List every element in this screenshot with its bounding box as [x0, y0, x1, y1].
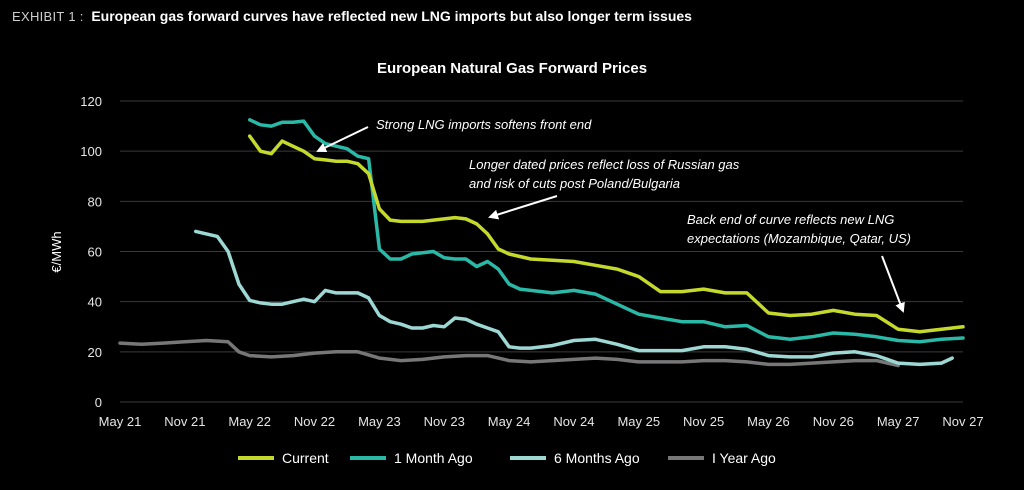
- y-tick-label: 80: [88, 194, 102, 209]
- x-tick-label: Nov 23: [424, 414, 465, 429]
- x-tick-label: May 27: [877, 414, 920, 429]
- x-tick-label: Nov 26: [813, 414, 854, 429]
- y-tick-labels: 0 20 40 60 80 100 120: [80, 94, 102, 410]
- legend-item: Current: [238, 450, 329, 466]
- chart-title: European Natural Gas Forward Prices: [377, 60, 647, 77]
- legend-label: 6 Months Ago: [554, 450, 640, 466]
- annotation-text: expectations (Mozambique, Qatar, US): [687, 231, 911, 246]
- annotation-lng-front-end: Strong LNG imports softens front end: [318, 117, 592, 151]
- x-tick-label: May 22: [228, 414, 271, 429]
- legend-item: 1 Month Ago: [350, 450, 473, 466]
- y-tick-label: 20: [88, 345, 102, 360]
- x-tick-label: May 21: [99, 414, 142, 429]
- legend-label: 1 Month Ago: [394, 450, 473, 466]
- y-tick-label: 100: [80, 144, 102, 159]
- annotation-text: and risk of cuts post Poland/Bulgaria: [469, 176, 680, 191]
- annotation-arrow: [882, 256, 903, 311]
- x-tick-label: May 26: [747, 414, 790, 429]
- legend-item: 6 Months Ago: [510, 450, 640, 466]
- annotation-longer-dated: Longer dated prices reflect loss of Russ…: [469, 157, 740, 217]
- legend-label: I Year Ago: [712, 450, 776, 466]
- x-tick-label: Nov 27: [942, 414, 983, 429]
- gridlines: [120, 101, 963, 402]
- x-tick-label: Nov 25: [683, 414, 724, 429]
- annotation-text: Back end of curve reflects new LNG: [687, 212, 894, 227]
- x-tick-labels: May 21 Nov 21 May 22 Nov 22 May 23 Nov 23 May …: [99, 414, 984, 429]
- annotation-back-end: Back end of curve reflects new LNG expec…: [687, 212, 911, 311]
- legend-label: Current: [282, 450, 329, 466]
- y-tick-label: 0: [95, 395, 102, 410]
- x-tick-label: May 25: [617, 414, 660, 429]
- x-tick-label: Nov 24: [553, 414, 594, 429]
- legend-item: I Year Ago: [668, 450, 776, 466]
- y-axis-label: €/MWh: [49, 231, 64, 272]
- x-tick-label: Nov 22: [294, 414, 335, 429]
- annotation-arrow: [490, 196, 557, 217]
- legend: Current 1 Month Ago 6 Months Ago I Year Ago: [238, 450, 776, 466]
- x-tick-label: Nov 21: [164, 414, 205, 429]
- annotation-text: Strong LNG imports softens front end: [376, 117, 592, 132]
- y-tick-label: 120: [80, 94, 102, 109]
- gas-forward-chart: European Natural Gas Forward Prices €/MW…: [0, 0, 1024, 490]
- y-tick-label: 60: [88, 245, 102, 260]
- y-tick-label: 40: [88, 295, 102, 310]
- annotation-text: Longer dated prices reflect loss of Russ…: [469, 157, 740, 172]
- x-tick-label: May 24: [488, 414, 531, 429]
- x-tick-label: May 23: [358, 414, 401, 429]
